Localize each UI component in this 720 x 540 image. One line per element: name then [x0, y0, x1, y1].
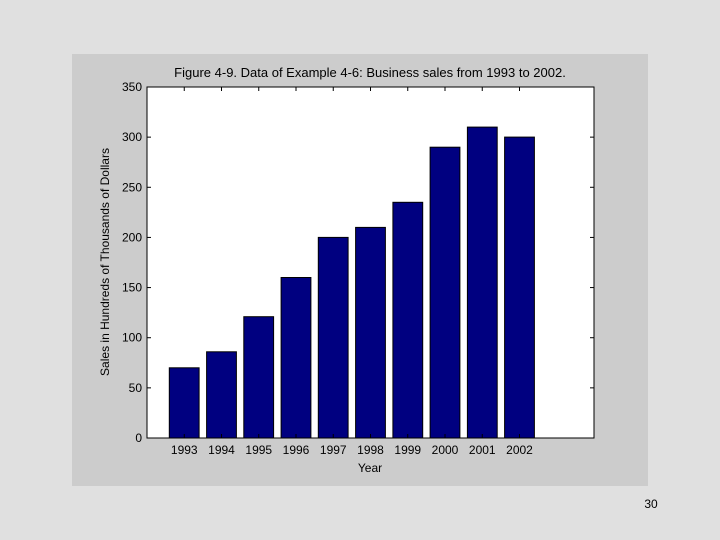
y-tick-label: 200 [122, 230, 142, 244]
bar-2001 [466, 126, 498, 439]
y-tick-label: 350 [122, 80, 142, 94]
bar-1998 [355, 226, 386, 439]
x-tick-label: 1996 [283, 443, 310, 457]
x-axis: 1993 1994 1995 1996 1997 1998 1999 2000 2001 2002 [171, 87, 533, 457]
x-tick-label: 1998 [357, 443, 384, 457]
y-tick-label: 50 [129, 381, 143, 395]
y-axis: 0 50 100 150 200 250 300 350 [122, 80, 594, 445]
bar-1996 [280, 277, 312, 439]
bar-2002 [504, 136, 535, 439]
slide-number: 30 [644, 497, 658, 511]
x-tick-label: 1993 [171, 443, 198, 457]
bar-2000 [429, 146, 461, 439]
x-axis-title: Year [358, 461, 382, 475]
x-tick-label: 2002 [506, 443, 533, 457]
figure-panel: 0 50 100 150 200 250 300 350 1993 1994 1995 1996 19… [72, 54, 648, 486]
chart-title: Figure 4-9. Data of Example 4-6: Busines… [174, 65, 566, 80]
x-tick-label: 2001 [469, 443, 496, 457]
y-tick-label: 150 [122, 281, 142, 295]
bar-1999 [392, 201, 424, 439]
x-tick-label: 1999 [394, 443, 421, 457]
x-tick-label: 2000 [432, 443, 459, 457]
x-tick-label: 1995 [245, 443, 272, 457]
x-tick-label: 1997 [320, 443, 347, 457]
bar-1997 [317, 236, 349, 439]
y-tick-label: 0 [135, 431, 142, 445]
y-axis-title: Sales in Hundreds of Thousands of Dollar… [98, 148, 112, 376]
y-tick-label: 300 [122, 130, 142, 144]
bars-layer [168, 126, 535, 439]
y-tick-label: 100 [122, 331, 142, 345]
x-tick-label: 1994 [208, 443, 235, 457]
y-tick-label: 250 [122, 180, 142, 194]
bar-1993 [168, 367, 200, 439]
bar-1995 [243, 316, 275, 439]
bar-1994 [206, 351, 237, 439]
